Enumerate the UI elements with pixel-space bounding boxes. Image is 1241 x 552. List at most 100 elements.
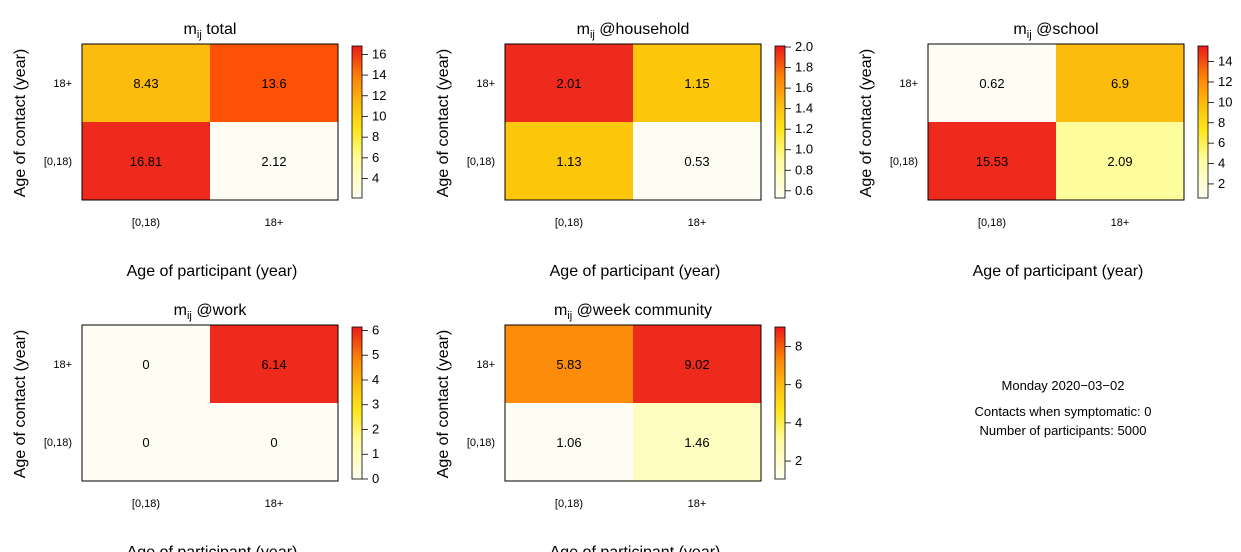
panel-title: mij @household — [577, 21, 690, 41]
x-tick-label: 18+ — [1111, 217, 1130, 229]
info-text: Monday 2020−03−02 Contacts when symptoma… — [974, 378, 1151, 438]
colorbar-tick-label: 6 — [372, 322, 379, 337]
heatmap-cell — [210, 44, 338, 122]
plot-frame — [504, 43, 762, 201]
y-tick-label: [0,18) — [890, 156, 918, 168]
heatmap-cell — [210, 403, 338, 481]
colorbar-tick-label: 8 — [372, 129, 379, 144]
plot-frame — [504, 324, 762, 482]
x-tick-label: 18+ — [688, 498, 707, 510]
colorbar-tick-label: 4 — [1218, 156, 1225, 171]
heatmap-cell — [82, 44, 210, 122]
cell-label: 0 — [142, 435, 149, 450]
cell-label: 2.01 — [556, 76, 581, 91]
info-date: Monday 2020−03−02 — [1002, 378, 1125, 393]
plot-frame — [81, 43, 339, 201]
cell-label: 15.53 — [976, 154, 1009, 169]
x-tick-label: [0,18) — [555, 217, 583, 229]
heatmap-cell — [633, 325, 761, 403]
x-axis-label: Age of participant (year) — [973, 263, 1144, 280]
colorbar-tick-label: 2.0 — [795, 39, 813, 54]
heatmap-cell — [1056, 122, 1184, 200]
y-axis-label: Age of contact (year) — [12, 330, 29, 479]
cell-label: 0.62 — [979, 76, 1004, 91]
cell-label: 5.83 — [556, 357, 581, 372]
plot-frame — [81, 324, 339, 482]
colorbar-tick-label: 1.0 — [795, 142, 813, 157]
heatmap-panel-0: mij total 16.81 2.12 8.43 13.6 [0,18) 18+ [0,18… — [12, 21, 386, 280]
colorbar-tick-label: 16 — [372, 46, 386, 61]
plot-frame — [927, 43, 1185, 201]
colorbar-tick-label: 0.6 — [795, 183, 813, 198]
y-axis-label: Age of contact (year) — [858, 49, 875, 198]
cell-label: 6.9 — [1111, 76, 1129, 91]
panel-title: mij @week community — [554, 302, 712, 322]
heatmap-cell — [82, 122, 210, 200]
cell-label: 13.6 — [261, 76, 286, 91]
colorbar — [774, 45, 786, 199]
y-tick-label: 18+ — [53, 78, 72, 90]
x-axis-label: Age of participant (year) — [550, 263, 721, 280]
cell-label: 1.15 — [684, 76, 709, 91]
colorbar-tick-label: 0 — [372, 471, 379, 486]
colorbar-tick-label: 4 — [372, 372, 379, 387]
y-tick-label: 18+ — [476, 78, 495, 90]
cell-label: 0.53 — [684, 154, 709, 169]
x-axis-label: Age of participant (year) — [127, 263, 298, 280]
colorbar-tick-label: 2 — [372, 421, 379, 436]
cell-label: 0 — [142, 357, 149, 372]
y-axis-label: Age of contact (year) — [435, 49, 452, 198]
colorbar-tick-label: 10 — [372, 108, 386, 123]
colorbar — [351, 326, 363, 480]
x-axis-label: Age of participant (year) — [127, 544, 298, 552]
y-tick-label: [0,18) — [467, 156, 495, 168]
cell-label: 1.46 — [684, 435, 709, 450]
heatmap-panel-3: mij @work 0 0 0 6.14 [0,18) 18+ [0,18) 18+ Age of… — [12, 302, 379, 552]
colorbar-tick-label: 2 — [795, 453, 802, 468]
heatmap-cell — [633, 403, 761, 481]
y-axis-label: Age of contact (year) — [435, 330, 452, 479]
heatmap-cell — [505, 325, 633, 403]
info-symptomatic: Contacts when symptomatic: 0 — [974, 404, 1151, 419]
cell-label: 16.81 — [130, 154, 163, 169]
y-tick-label: [0,18) — [44, 156, 72, 168]
x-tick-label: [0,18) — [555, 498, 583, 510]
colorbar-tick-label: 8 — [1218, 115, 1225, 130]
info-participants: Number of participants: 5000 — [980, 423, 1147, 438]
heatmap-cell — [505, 44, 633, 122]
cell-label: 0 — [270, 435, 277, 450]
x-axis-label: Age of participant (year) — [550, 544, 721, 552]
heatmap-panel-4: mij @week community 1.06 1.46 5.83 9.02 [0,18… — [435, 302, 802, 552]
heatmap-panel-2: mij @school 15.53 2.09 0.62 6.9 [0,18) 18+ [0,1… — [858, 21, 1232, 280]
panel-title: mij @work — [174, 302, 248, 322]
colorbar-tick-label: 8 — [795, 338, 802, 353]
cell-label: 2.09 — [1107, 154, 1132, 169]
cell-label: 1.13 — [556, 154, 581, 169]
colorbar-tick-label: 0.8 — [795, 162, 813, 177]
colorbar-tick-label: 2 — [1218, 176, 1225, 191]
colorbar-tick-label: 1.4 — [795, 101, 813, 116]
panel-title: mij total — [184, 21, 237, 41]
heatmap-cell — [82, 403, 210, 481]
x-tick-label: [0,18) — [132, 217, 160, 229]
y-tick-label: [0,18) — [44, 437, 72, 449]
y-tick-label: 18+ — [53, 359, 72, 371]
y-tick-label: 18+ — [476, 359, 495, 371]
cell-label: 8.43 — [133, 76, 158, 91]
panels: mij total 16.81 2.12 8.43 13.6 [0,18) 18+ [0,18… — [12, 21, 1232, 552]
cell-label: 9.02 — [684, 357, 709, 372]
colorbar-tick-label: 1 — [372, 446, 379, 461]
colorbar-tick-label: 4 — [372, 171, 379, 186]
heatmap-cell — [505, 403, 633, 481]
heatmap-cell — [1056, 44, 1184, 122]
colorbar-tick-label: 10 — [1218, 94, 1232, 109]
y-axis-label: Age of contact (year) — [12, 49, 29, 198]
cell-label: 2.12 — [261, 154, 286, 169]
y-tick-label: [0,18) — [467, 437, 495, 449]
heatmap-cell — [210, 325, 338, 403]
heatmap-cell — [633, 44, 761, 122]
x-tick-label: [0,18) — [132, 498, 160, 510]
colorbar-tick-label: 6 — [795, 377, 802, 392]
colorbar-tick-label: 6 — [1218, 135, 1225, 150]
